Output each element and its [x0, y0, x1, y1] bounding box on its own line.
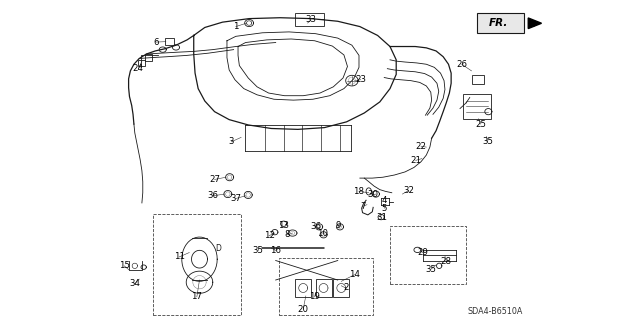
- Text: 37: 37: [230, 194, 241, 203]
- Text: SDA4-B6510A: SDA4-B6510A: [467, 308, 523, 316]
- Text: 12: 12: [264, 231, 275, 240]
- Text: 2: 2: [343, 284, 348, 293]
- Text: 14: 14: [349, 270, 360, 279]
- Bar: [295, 279, 311, 297]
- Bar: [472, 75, 484, 84]
- Text: 17: 17: [191, 292, 202, 301]
- Bar: [154, 213, 241, 315]
- Text: 18: 18: [353, 187, 365, 196]
- Text: 23: 23: [355, 75, 366, 84]
- Text: 9: 9: [335, 221, 340, 230]
- Bar: [279, 258, 373, 315]
- Text: 24: 24: [133, 64, 144, 73]
- Text: 8: 8: [284, 230, 289, 239]
- Text: 25: 25: [475, 120, 486, 129]
- Text: 5: 5: [381, 204, 387, 213]
- Text: 35: 35: [425, 265, 436, 274]
- Text: 35: 35: [252, 246, 264, 255]
- Text: 35: 35: [482, 137, 493, 146]
- Text: 15: 15: [118, 261, 130, 270]
- Bar: [138, 60, 145, 66]
- Text: 3: 3: [228, 137, 234, 146]
- Bar: [477, 13, 524, 33]
- Text: 28: 28: [441, 257, 452, 266]
- Bar: [390, 226, 466, 285]
- Text: 26: 26: [456, 60, 467, 69]
- Text: 33: 33: [306, 15, 317, 25]
- Text: 19: 19: [309, 292, 320, 301]
- Text: 30: 30: [367, 190, 379, 199]
- Text: 16: 16: [270, 246, 281, 255]
- Text: 34: 34: [129, 279, 140, 288]
- Text: FR.: FR.: [489, 18, 508, 28]
- Text: 22: 22: [415, 142, 426, 151]
- Text: 1: 1: [233, 22, 239, 31]
- Polygon shape: [528, 18, 541, 29]
- Bar: [295, 13, 324, 26]
- Bar: [165, 38, 174, 45]
- Text: D: D: [215, 244, 221, 254]
- Text: 6: 6: [154, 38, 159, 47]
- Text: 7: 7: [361, 202, 366, 211]
- Text: 32: 32: [403, 186, 414, 195]
- Text: 31: 31: [376, 213, 388, 222]
- Bar: [316, 279, 332, 297]
- Text: 21: 21: [410, 156, 421, 165]
- Text: 36: 36: [310, 222, 321, 231]
- Text: 4: 4: [381, 196, 387, 205]
- Text: 20: 20: [298, 305, 308, 314]
- Text: 10: 10: [317, 229, 328, 238]
- Text: 11: 11: [173, 252, 184, 262]
- Bar: [333, 279, 349, 297]
- Bar: [145, 55, 152, 61]
- Text: 29: 29: [417, 248, 428, 257]
- Text: 13: 13: [278, 221, 289, 230]
- Text: 36: 36: [207, 191, 218, 200]
- Text: 27: 27: [209, 175, 220, 184]
